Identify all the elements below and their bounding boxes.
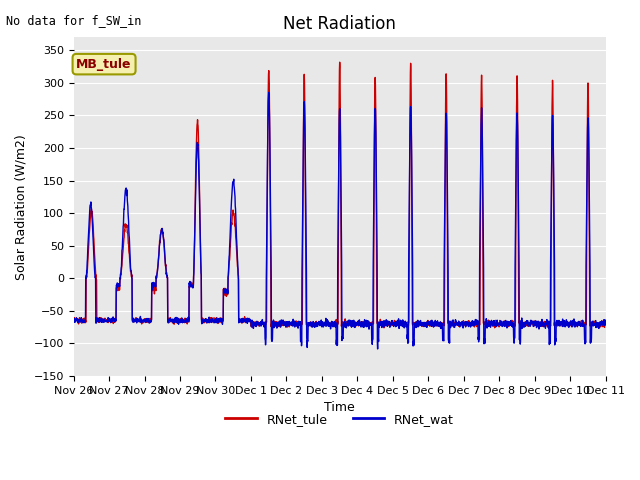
RNet_tule bbox=[70, 315, 77, 321]
RNet_wat bbox=[495, 320, 502, 326]
RNet_tule bbox=[495, 321, 502, 327]
Y-axis label: Solar Radiation (W/m2): Solar Radiation (W/m2) bbox=[15, 134, 28, 279]
RNet_tule bbox=[336, 60, 344, 65]
RNet_wat bbox=[265, 89, 273, 95]
RNet_tule bbox=[367, 322, 374, 328]
RNet_tule bbox=[355, 322, 363, 328]
RNet_wat bbox=[570, 320, 577, 326]
RNet_wat bbox=[602, 317, 609, 323]
Title: Net Radiation: Net Radiation bbox=[283, 15, 396, 33]
RNet_tule bbox=[570, 321, 577, 327]
RNet_tule bbox=[555, 322, 563, 327]
Line: RNet_tule: RNet_tule bbox=[74, 62, 605, 328]
RNet_wat bbox=[70, 318, 77, 324]
RNet_wat bbox=[374, 346, 381, 352]
Legend: RNet_tule, RNet_wat: RNet_tule, RNet_wat bbox=[220, 408, 459, 431]
Text: No data for f_SW_in: No data for f_SW_in bbox=[6, 14, 142, 27]
RNet_wat bbox=[218, 318, 226, 324]
RNet_tule bbox=[491, 325, 499, 331]
X-axis label: Time: Time bbox=[324, 401, 355, 414]
RNet_tule bbox=[218, 318, 226, 324]
RNet_wat bbox=[555, 317, 563, 323]
Text: MB_tule: MB_tule bbox=[76, 58, 132, 71]
RNet_wat bbox=[355, 323, 363, 328]
RNet_tule bbox=[602, 320, 609, 326]
RNet_wat bbox=[367, 322, 374, 327]
Line: RNet_wat: RNet_wat bbox=[74, 92, 605, 349]
